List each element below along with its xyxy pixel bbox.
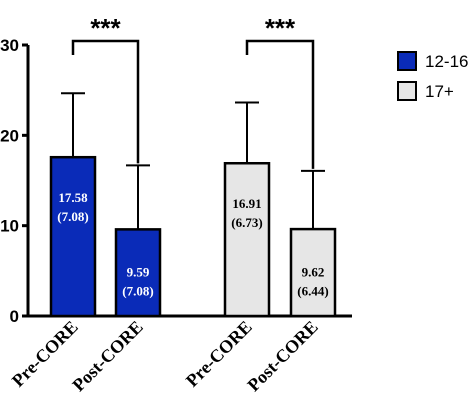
y-tick-label: 0 xyxy=(10,307,19,326)
bar xyxy=(223,161,271,318)
y-tick-label: 10 xyxy=(0,217,19,236)
legend: 12-16 17+ xyxy=(397,51,468,101)
legend-swatch xyxy=(397,81,417,101)
x-category-label: Post-CORE xyxy=(243,317,321,395)
bar xyxy=(114,228,162,318)
bar-sd-label: (6.73) xyxy=(231,215,262,230)
bar-value-label: 17.58 xyxy=(58,190,88,205)
significance-label: *** xyxy=(90,13,121,43)
significance-bracket xyxy=(245,39,315,169)
legend-label: 12-16 xyxy=(425,52,468,71)
bar-sd-label: (7.08) xyxy=(122,284,153,299)
significance-bracket xyxy=(71,39,140,164)
bar-sd-label: (7.08) xyxy=(57,209,88,224)
x-category-label: Post-CORE xyxy=(68,317,146,395)
legend-label: 17+ xyxy=(425,82,454,101)
bar xyxy=(49,155,97,318)
y-tick-label: 30 xyxy=(0,36,19,55)
bar-sd-label: (6.44) xyxy=(297,284,328,299)
legend-swatch xyxy=(397,51,417,71)
bar-value-label: 9.62 xyxy=(302,265,325,280)
bar-value-label: 9.59 xyxy=(127,265,150,280)
bar xyxy=(289,227,337,318)
y-tick-label: 20 xyxy=(0,126,19,145)
bars: 17.58(7.08)Pre-CORE9.59(7.08)Post-CORE**… xyxy=(8,13,337,395)
significance-label: *** xyxy=(265,13,296,43)
bar-value-label: 16.91 xyxy=(232,196,261,211)
